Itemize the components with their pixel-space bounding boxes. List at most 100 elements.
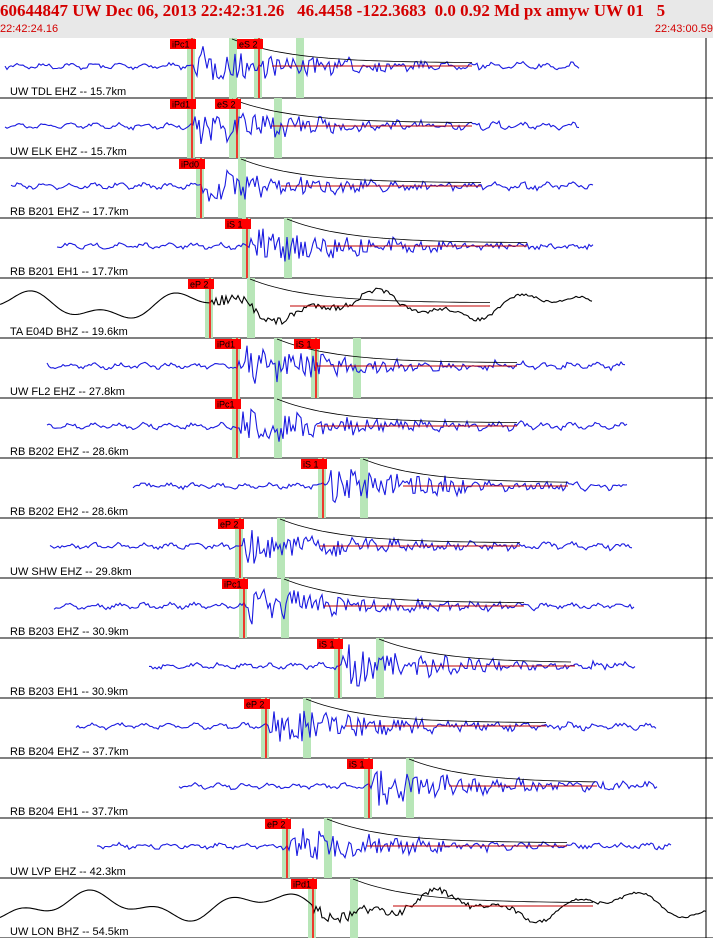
pick-label-box — [215, 339, 241, 349]
pick-label: eP 2 — [220, 520, 238, 530]
pick-window — [261, 698, 269, 758]
trace-waveform — [97, 828, 672, 860]
station-label: RB B203 EHZ -- 30.9km — [10, 626, 129, 638]
pick-window — [296, 38, 304, 98]
pick-label: iPd1 — [293, 880, 311, 890]
trace-waveform — [10, 168, 594, 202]
trace-waveform — [4, 46, 580, 81]
pick-label: iPc1 — [217, 400, 235, 410]
station-label: RB B202 EH2 -- 28.6km — [10, 506, 128, 518]
pick-window — [353, 338, 361, 398]
station-label: UW LON BHZ -- 54.5km — [10, 926, 129, 938]
coda-curve — [283, 578, 525, 603]
trace-waveform — [4, 112, 580, 144]
station-label: RB B204 EHZ -- 37.7km — [10, 746, 129, 758]
pick-label-box — [218, 519, 244, 529]
pick-label-box — [170, 39, 196, 49]
header-bar: 60644847 UW Dec 06, 2013 22:42:31.26 46.… — [0, 0, 713, 38]
station-label: UW TDL EHZ -- 15.7km — [10, 86, 126, 98]
pick-label-box — [301, 459, 327, 469]
station-label: UW FL2 EHZ -- 27.8km — [10, 386, 125, 398]
trace-waveform — [0, 886, 707, 924]
pick-label-box — [265, 819, 291, 829]
seismogram-plot: iPc1 eS 2 UW TDL EHZ -- 15.7km iPd1 eS 2 UW E… — [0, 38, 713, 938]
station-label: RB B202 EHZ -- 28.6km — [10, 446, 129, 458]
trace-waveform — [56, 228, 594, 262]
pick-label: iS 1 — [227, 220, 243, 230]
pick-label-box — [291, 879, 317, 889]
pick-window — [235, 518, 243, 578]
trace-waveform — [49, 530, 633, 564]
pick-label: eS 2 — [239, 40, 258, 50]
pick-window — [274, 398, 282, 458]
trace-waveform — [46, 408, 628, 442]
pick-label-box — [244, 699, 270, 709]
coda-curve — [276, 398, 518, 423]
coda-curve — [231, 98, 473, 123]
event-title: 60644847 UW Dec 06, 2013 22:42:31.26 46.… — [0, 1, 666, 20]
coda-curve — [378, 638, 572, 663]
coda-curve — [352, 878, 594, 903]
coda-curve — [326, 818, 568, 843]
coda-curve — [231, 38, 473, 63]
pick-label-box — [170, 99, 196, 109]
pick-label: eP 2 — [246, 700, 264, 710]
pick-label: iPd1 — [217, 340, 235, 350]
pick-label: eP 2 — [190, 280, 208, 290]
coda-curve — [279, 518, 521, 543]
pick-label: iPd0 — [181, 160, 199, 170]
pick-label: iPc1 — [224, 580, 242, 590]
pick-window — [187, 98, 195, 158]
pick-label: iS 1 — [349, 760, 365, 770]
pick-window — [282, 818, 290, 878]
end-time: 22:43:00.59 — [654, 23, 713, 35]
pick-window — [229, 38, 237, 98]
pick-label: iPd1 — [172, 100, 190, 110]
pick-label-box — [215, 99, 241, 109]
coda-curve — [240, 158, 482, 183]
pick-label-box — [347, 759, 373, 769]
station-label: RB B201 EH1 -- 17.7km — [10, 266, 128, 278]
coda-curve — [305, 698, 547, 723]
station-label: UW ELK EHZ -- 15.7km — [10, 146, 127, 158]
start-time: 22:42:24.16 — [0, 23, 59, 35]
station-label: RB B203 EH1 -- 30.9km — [10, 686, 128, 698]
pick-label: iS 1 — [296, 340, 312, 350]
trace-waveform — [53, 588, 635, 625]
pick-label: iS 1 — [303, 460, 319, 470]
pick-label-box — [317, 639, 343, 649]
pick-label-box — [179, 159, 205, 169]
pick-window — [242, 218, 250, 278]
pick-window — [334, 638, 342, 698]
trace-waveform — [178, 770, 658, 806]
coda-curve — [286, 218, 528, 243]
pick-label: iPc1 — [172, 40, 190, 50]
coda-curve — [249, 278, 491, 303]
pick-window — [318, 458, 326, 518]
pick-window — [187, 38, 195, 98]
coda-curve — [276, 338, 518, 363]
pick-window — [247, 278, 255, 338]
pick-window — [238, 158, 246, 218]
pick-window — [360, 458, 368, 518]
pick-window — [376, 638, 384, 698]
coda-curve — [408, 758, 596, 783]
pick-label-box — [188, 279, 214, 289]
pick-label: eS 2 — [217, 100, 236, 110]
pick-label-box — [237, 39, 263, 49]
trace-waveform — [0, 287, 593, 326]
pick-window — [274, 98, 282, 158]
pick-label-box — [294, 339, 320, 349]
station-label: RB B201 EHZ -- 17.7km — [10, 206, 129, 218]
coda-curve — [362, 458, 568, 483]
station-label: UW LVP EHZ -- 42.3km — [10, 866, 126, 878]
pick-label: eP 2 — [267, 820, 285, 830]
pick-window — [350, 878, 358, 938]
pick-window — [364, 758, 372, 818]
pick-label: iS 1 — [319, 640, 335, 650]
station-label: UW SHW EHZ -- 29.8km — [10, 566, 132, 578]
trace-waveform — [46, 345, 626, 384]
pick-window — [205, 278, 213, 338]
pick-window — [239, 578, 247, 638]
trace-waveform — [149, 644, 636, 687]
